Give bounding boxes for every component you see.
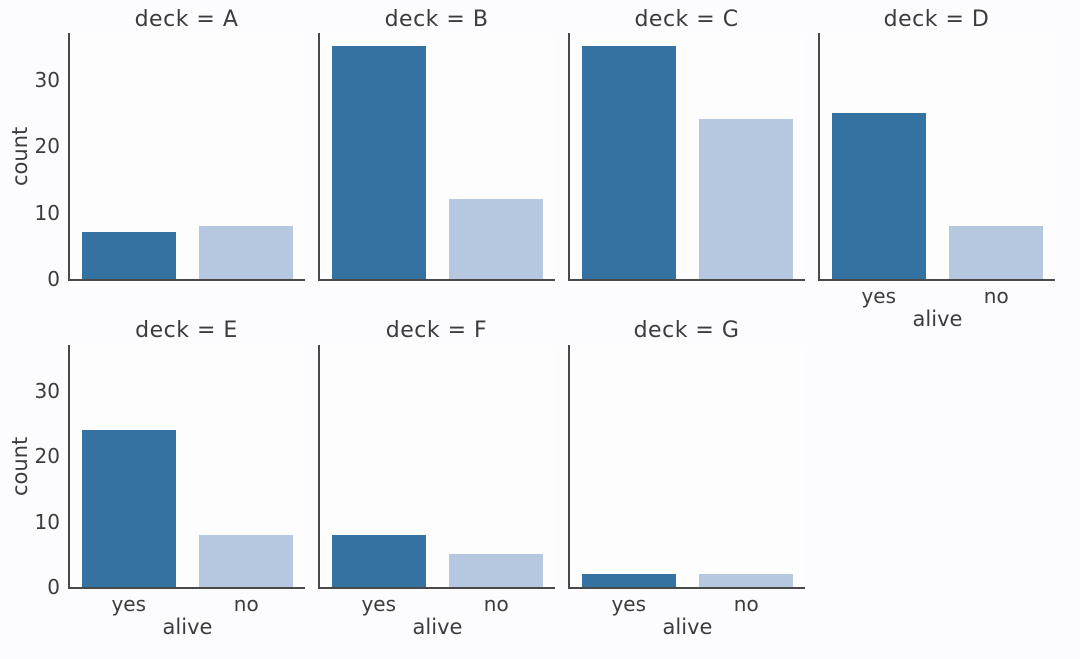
plot-area: count 0 10 20 30 yes no alive	[8, 345, 305, 639]
x-tick-label-yes: yes	[861, 284, 897, 308]
bar-deck-d-yes	[831, 112, 926, 279]
x-tick-label-no: no	[483, 592, 509, 616]
bar-deck-g-no	[699, 573, 794, 587]
bar-deck-c-no	[699, 119, 794, 279]
facet-title: deck = A	[134, 7, 239, 32]
bar-deck-f-no	[449, 554, 544, 587]
x-axis-label: alive	[662, 615, 713, 639]
facet-title: deck = B	[384, 7, 489, 32]
facet-deck-c: deck = C	[568, 0, 805, 308]
bar-deck-c-yes	[581, 46, 676, 279]
plot-area: yes no alive	[568, 345, 805, 639]
y-tick-label: 20	[34, 444, 60, 469]
x-tick-label-yes: yes	[361, 592, 397, 616]
plot-area	[568, 33, 805, 281]
plot-area: yes no alive	[818, 33, 1055, 331]
y-tick-label: 0	[47, 267, 60, 291]
bar-deck-a-yes	[81, 232, 176, 279]
facet-title: deck = C	[634, 7, 739, 32]
y-tick-label: 0	[47, 575, 60, 599]
x-tick-label-yes: yes	[611, 592, 647, 616]
facet-deck-a: deck = A count 0 10 20 30	[8, 0, 305, 308]
plot-area	[318, 33, 555, 281]
bar-deck-b-no	[449, 199, 544, 279]
bar-deck-f-yes	[331, 534, 426, 587]
x-tick-label-no: no	[233, 592, 259, 616]
x-tick-label-no: no	[983, 284, 1009, 308]
x-axis-label: alive	[412, 615, 463, 639]
facet-deck-d: deck = D yes no alive	[818, 0, 1055, 331]
bar-deck-e-yes	[81, 430, 176, 587]
y-tick-label: 10	[34, 200, 60, 225]
y-tick-label: 20	[34, 134, 60, 159]
facet-deck-f: deck = F yes no alive	[318, 310, 555, 659]
x-tick-label-yes: yes	[111, 592, 147, 616]
facet-title: deck = E	[135, 318, 238, 343]
x-axis-label: alive	[912, 307, 963, 331]
bar-deck-b-yes	[331, 46, 426, 279]
x-tick-label-no: no	[733, 592, 759, 616]
facet-title: deck = F	[385, 318, 488, 343]
x-axis-label: alive	[162, 615, 213, 639]
facet-deck-b: deck = B	[318, 0, 555, 308]
y-tick-label: 10	[34, 509, 60, 534]
bar-deck-d-no	[949, 225, 1044, 279]
y-tick-label: 30	[34, 67, 60, 92]
plot-area: yes no alive	[318, 345, 555, 639]
bar-deck-e-no	[199, 534, 294, 587]
plot-area: count 0 10 20 30	[8, 33, 305, 291]
facet-title: deck = D	[883, 7, 990, 32]
y-tick-label: 30	[34, 378, 60, 403]
bar-deck-a-no	[199, 225, 294, 279]
facet-deck-e: deck = E count 0 10 20 30 yes no alive	[8, 310, 305, 659]
facet-title: deck = G	[633, 318, 740, 343]
bar-deck-g-yes	[581, 573, 676, 587]
facet-deck-g: deck = G yes no alive	[568, 310, 805, 659]
